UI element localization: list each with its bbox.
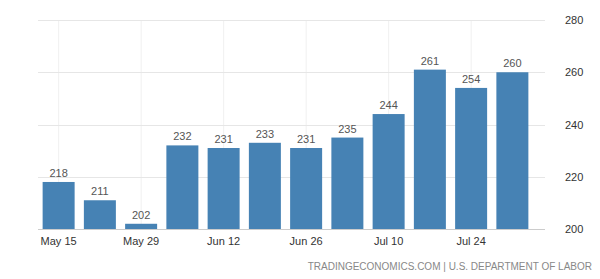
bar: [84, 200, 116, 229]
bar: [43, 182, 75, 229]
x-tick-label: May 15: [41, 235, 77, 247]
y-grid-line: [38, 229, 545, 230]
bar: [249, 143, 281, 229]
bar: [414, 70, 446, 229]
data-label: 231: [214, 133, 232, 145]
x-tick-label: Jul 10: [374, 235, 403, 247]
y-tick-label: 240: [565, 119, 583, 131]
chart: 200 220 240 260 280 218 211 202 232 231 233 231 235 2…: [0, 0, 600, 279]
data-label: 244: [379, 99, 397, 111]
data-label: 254: [462, 73, 480, 85]
bar: [455, 88, 487, 229]
data-label: 233: [256, 128, 274, 140]
y-tick-label: 260: [565, 66, 583, 78]
y-tick-label: 220: [565, 171, 583, 183]
y-tick-label: 200: [565, 223, 583, 235]
x-tick-label: Jul 24: [456, 235, 485, 247]
bar: [496, 72, 528, 229]
data-label: 202: [132, 209, 150, 221]
data-label: 260: [503, 57, 521, 69]
bar: [208, 148, 240, 229]
x-tick-label: Jun 12: [207, 235, 240, 247]
bar: [290, 148, 322, 229]
bar: [125, 224, 157, 229]
bar: [373, 114, 405, 229]
bar: [166, 145, 198, 229]
x-grid-line: [141, 20, 142, 229]
data-label: 211: [91, 185, 109, 197]
bar: [331, 138, 363, 229]
data-label: 235: [338, 123, 356, 135]
y-tick-label: 280: [565, 14, 583, 26]
data-label: 232: [173, 130, 191, 142]
data-label: 218: [49, 167, 67, 179]
x-tick-label: Jun 26: [290, 235, 323, 247]
source: TRADINGECONOMICS.COM | U.S. DEPARTMENT O…: [308, 261, 592, 272]
y-grid-line: [38, 20, 545, 21]
data-label: 231: [297, 133, 315, 145]
data-label: 261: [421, 55, 439, 67]
x-tick-label: May 29: [123, 235, 159, 247]
